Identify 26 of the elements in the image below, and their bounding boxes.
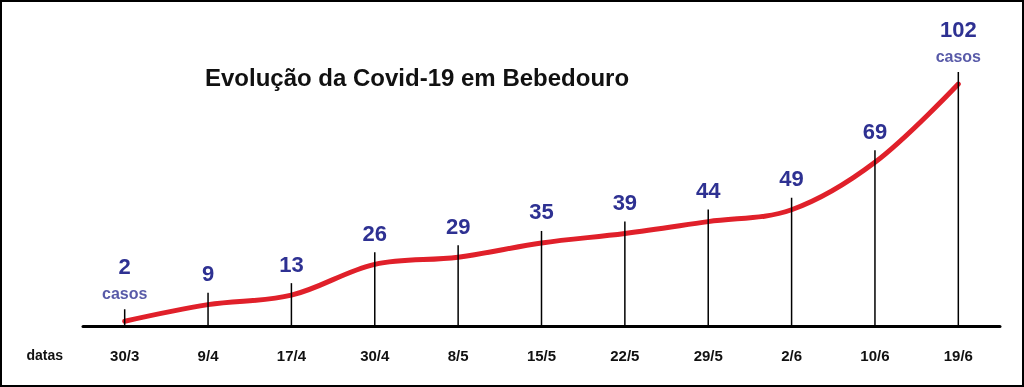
chart-title: Evolução da Covid-19 em Bebedouro [204, 63, 630, 91]
x-tick-label: 10/6 [860, 347, 890, 364]
x-tick-label: 8/5 [447, 347, 469, 364]
x-tick-label: 15/5 [526, 347, 557, 364]
data-label: 2 [118, 253, 131, 279]
x-tick-label: 2/6 [781, 347, 803, 364]
data-label: 35 [529, 199, 554, 225]
annotation: casos [935, 47, 982, 65]
x-tick-label: 19/6 [943, 347, 973, 364]
data-label: 9 [201, 261, 215, 287]
data-label: 39 [612, 189, 638, 215]
data-label: 13 [279, 251, 304, 277]
x-axis-title: datas [26, 347, 64, 363]
x-tick-label: 30/4 [360, 347, 391, 364]
annotation: casos [101, 284, 148, 302]
data-label: 69 [862, 118, 888, 144]
data-label: 102 [939, 16, 977, 42]
x-tick-label: 29/5 [693, 347, 723, 364]
x-tick-label: 22/5 [610, 347, 640, 364]
data-label: 29 [445, 213, 471, 239]
x-tick-label: 17/4 [276, 347, 307, 364]
data-label: 44 [695, 178, 722, 204]
x-tick-label: 30/3 [110, 347, 140, 364]
x-tick-label: 9/4 [197, 347, 220, 364]
data-label: 26 [362, 220, 388, 246]
data-label: 49 [779, 166, 804, 192]
